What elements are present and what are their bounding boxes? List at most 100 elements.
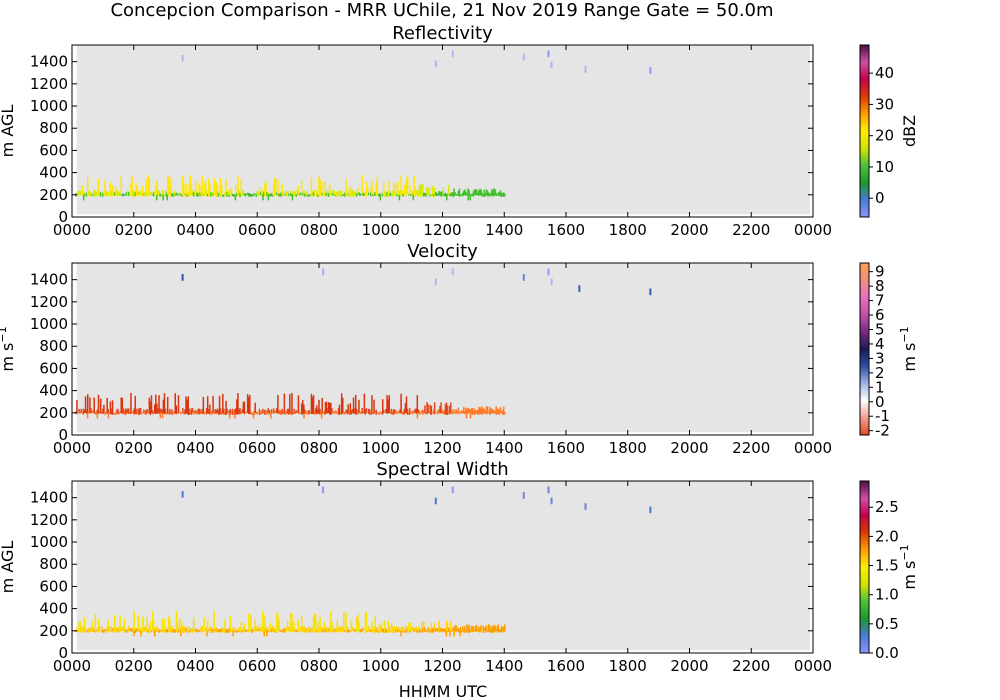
sparse-return	[550, 497, 553, 505]
data-cell	[148, 397, 151, 414]
data-cell	[472, 626, 475, 632]
data-cell	[473, 189, 476, 195]
data-cell	[347, 629, 349, 633]
data-cell	[146, 191, 148, 197]
data-cell	[348, 410, 350, 415]
data-cell	[495, 193, 497, 197]
data-cell	[187, 630, 189, 633]
data-cell	[486, 190, 489, 197]
data-cell	[461, 626, 464, 631]
data-cell	[335, 410, 338, 414]
data-cell	[266, 192, 268, 197]
data-cell	[500, 411, 503, 413]
data-cell	[224, 619, 226, 633]
data-cell	[419, 185, 422, 198]
data-cell	[477, 409, 479, 415]
data-cell	[299, 192, 302, 195]
data-cell	[412, 194, 415, 201]
data-cell	[454, 192, 456, 195]
data-cell	[208, 178, 210, 197]
data-cell	[413, 628, 415, 632]
data-cell	[386, 630, 388, 633]
data-cell	[191, 628, 194, 633]
data-cell	[76, 627, 78, 632]
data-cell	[198, 183, 200, 196]
data-cell	[227, 412, 229, 415]
data-cell	[229, 616, 232, 633]
data-cell	[393, 409, 396, 414]
panel-title: Reflectivity	[392, 23, 493, 44]
data-cell	[331, 621, 333, 632]
data-cell	[443, 193, 446, 197]
data-cell	[281, 630, 283, 633]
data-cell	[76, 400, 78, 414]
data-cell	[432, 194, 435, 197]
data-cell	[343, 194, 345, 196]
data-cell	[176, 411, 179, 414]
data-cell	[111, 400, 114, 415]
data-cell	[106, 191, 108, 195]
data-cell	[389, 192, 392, 197]
data-cell	[380, 412, 383, 415]
data-cell	[335, 627, 338, 633]
data-cell	[273, 410, 276, 414]
data-cell	[363, 393, 366, 414]
data-cell	[358, 192, 360, 196]
data-cell	[295, 629, 298, 632]
data-cell	[478, 626, 480, 633]
data-cell	[354, 394, 357, 415]
data-cell	[463, 629, 465, 633]
data-cell	[501, 627, 504, 632]
data-cell	[299, 626, 302, 632]
data-cell	[271, 194, 274, 197]
data-cell	[396, 410, 398, 414]
x-tick-label: 0000	[794, 221, 832, 239]
data-cell	[324, 402, 327, 415]
data-cell	[178, 191, 181, 197]
data-cell	[195, 180, 197, 196]
data-cell	[446, 624, 449, 633]
data-cell	[297, 395, 300, 414]
data-cell	[296, 411, 299, 414]
data-cell	[376, 626, 379, 632]
x-tick-label: 2200	[732, 439, 770, 457]
data-cell	[269, 622, 272, 632]
data-cell	[377, 412, 380, 415]
data-cell	[275, 410, 277, 414]
data-cell	[434, 628, 437, 633]
data-cell	[356, 193, 358, 197]
data-cell	[191, 190, 194, 196]
data-cell	[436, 627, 438, 632]
data-cell	[146, 617, 148, 633]
data-cell	[130, 628, 132, 632]
data-cell	[210, 410, 212, 415]
data-cell	[291, 614, 293, 632]
data-cell	[180, 630, 182, 637]
data-cell	[421, 184, 424, 196]
data-cell	[249, 193, 251, 197]
data-cell	[419, 629, 422, 633]
data-cell	[374, 192, 376, 196]
data-cell	[444, 192, 447, 197]
data-cell	[164, 626, 167, 633]
data-cell	[276, 407, 278, 414]
x-tick-label: 0000	[53, 439, 91, 457]
data-cell	[193, 191, 196, 196]
data-cell	[394, 410, 397, 415]
data-cell	[490, 408, 492, 415]
data-cell	[447, 184, 450, 196]
data-cell	[330, 610, 332, 632]
data-cell	[255, 411, 258, 415]
data-cell	[442, 410, 444, 414]
data-cell	[214, 409, 216, 414]
data-cell	[226, 192, 228, 197]
data-cell	[440, 192, 442, 197]
data-cell	[357, 411, 359, 415]
data-cell	[258, 187, 261, 197]
data-cell	[116, 409, 118, 414]
data-cell	[256, 411, 259, 415]
data-cell	[113, 192, 116, 196]
data-cell	[255, 626, 258, 632]
data-cell	[488, 193, 491, 197]
